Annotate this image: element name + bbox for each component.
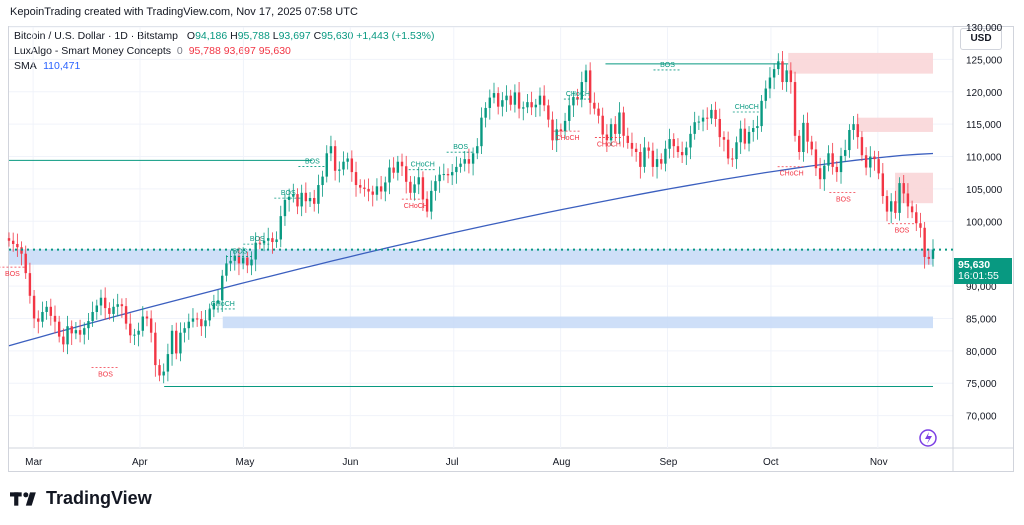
indicator-values: 95,788 93,697 95,630 <box>188 45 291 57</box>
tradingview-logo-icon <box>10 491 36 506</box>
symbol-legend[interactable]: Bitcoin / U.S. Dollar · 1D · Bitstamp O9… <box>14 30 435 42</box>
open-label: O <box>186 30 196 42</box>
indicator-legend[interactable]: LuxAlgo - Smart Money Concepts 0 95,788 … <box>14 45 291 57</box>
high-label: H <box>230 30 238 42</box>
brand-name: TradingView <box>46 488 152 508</box>
indicator-name: LuxAlgo - Smart Money Concepts <box>14 45 171 57</box>
low-label: L <box>272 30 279 42</box>
bar-countdown: 16:01:55 <box>958 270 999 282</box>
sma-name: SMA <box>14 60 37 72</box>
close-value: 95,630 <box>321 30 354 42</box>
change-value: +1,443 (+1.53%) <box>356 30 435 42</box>
chart-credit: KepoinTrading created with TradingView.c… <box>10 6 358 18</box>
tradingview-brand: TradingView <box>10 488 152 509</box>
chart-frame[interactable] <box>8 26 1014 472</box>
sma-legend[interactable]: SMA 110,471 <box>14 60 80 72</box>
last-price-tag: 95,630 16:01:55 <box>954 258 1012 284</box>
last-price-value: 95,630 <box>958 259 991 271</box>
close-label: C <box>313 30 322 42</box>
currency-button[interactable]: USD <box>960 28 1002 50</box>
open-value: 94,186 <box>195 30 228 42</box>
indicator-icon: 0 <box>176 45 183 57</box>
low-value: 93,697 <box>278 30 311 42</box>
high-value: 95,788 <box>237 30 270 42</box>
symbol-name: Bitcoin / U.S. Dollar · 1D · Bitstamp <box>14 30 178 42</box>
sma-value: 110,471 <box>43 60 81 72</box>
